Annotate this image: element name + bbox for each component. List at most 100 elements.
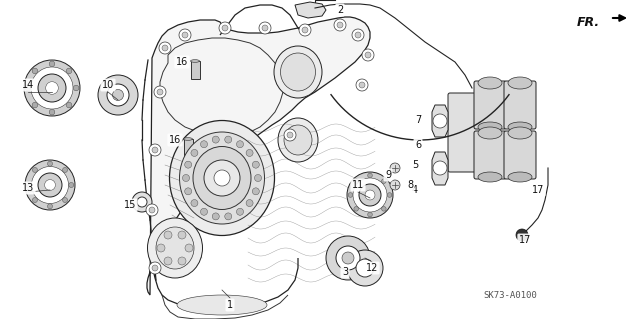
Circle shape — [149, 144, 161, 156]
Circle shape — [113, 90, 124, 100]
Circle shape — [355, 32, 361, 38]
Circle shape — [348, 193, 353, 197]
Bar — [191, 61, 200, 79]
Circle shape — [38, 173, 62, 197]
Circle shape — [347, 250, 383, 286]
Circle shape — [132, 192, 152, 212]
Circle shape — [200, 208, 207, 215]
Circle shape — [47, 204, 52, 209]
Text: 17: 17 — [519, 235, 531, 245]
FancyBboxPatch shape — [504, 131, 536, 179]
Circle shape — [146, 204, 158, 216]
Text: 5: 5 — [412, 160, 418, 170]
Text: 12: 12 — [366, 263, 378, 273]
Circle shape — [149, 207, 155, 213]
Circle shape — [225, 213, 232, 220]
FancyBboxPatch shape — [474, 131, 506, 179]
Text: 16: 16 — [169, 135, 181, 145]
Ellipse shape — [478, 127, 502, 139]
Circle shape — [26, 182, 31, 188]
Ellipse shape — [170, 121, 275, 235]
Circle shape — [433, 114, 447, 128]
Circle shape — [32, 68, 38, 74]
Circle shape — [68, 182, 74, 188]
Circle shape — [45, 180, 56, 190]
Circle shape — [516, 229, 528, 241]
Circle shape — [246, 149, 253, 156]
Circle shape — [24, 60, 80, 116]
Circle shape — [337, 22, 343, 28]
Circle shape — [191, 200, 198, 207]
Ellipse shape — [478, 122, 502, 132]
Circle shape — [63, 197, 68, 203]
Text: 13: 13 — [22, 183, 34, 193]
Circle shape — [159, 42, 171, 54]
Ellipse shape — [274, 46, 322, 98]
Ellipse shape — [147, 218, 202, 278]
Ellipse shape — [508, 172, 532, 182]
Circle shape — [237, 208, 243, 215]
Ellipse shape — [284, 125, 312, 155]
Circle shape — [252, 161, 259, 168]
Circle shape — [390, 163, 400, 173]
Circle shape — [200, 141, 207, 148]
Circle shape — [152, 147, 158, 153]
Ellipse shape — [280, 53, 316, 91]
Text: 16: 16 — [176, 57, 188, 67]
Circle shape — [390, 180, 400, 190]
Text: 17: 17 — [532, 185, 544, 195]
Circle shape — [362, 49, 374, 61]
Circle shape — [179, 29, 191, 41]
Circle shape — [49, 109, 55, 115]
Circle shape — [152, 265, 158, 271]
Circle shape — [368, 212, 372, 217]
Circle shape — [204, 160, 240, 196]
Circle shape — [342, 252, 354, 264]
Bar — [184, 139, 193, 157]
Circle shape — [178, 231, 186, 239]
Text: 1: 1 — [227, 300, 233, 310]
Circle shape — [219, 22, 231, 34]
Circle shape — [98, 75, 138, 115]
Circle shape — [326, 236, 370, 280]
Circle shape — [74, 85, 79, 91]
Ellipse shape — [508, 127, 532, 139]
FancyBboxPatch shape — [504, 81, 536, 129]
Circle shape — [381, 206, 386, 211]
Ellipse shape — [278, 118, 318, 162]
Circle shape — [185, 244, 193, 252]
Ellipse shape — [478, 172, 502, 182]
Ellipse shape — [508, 122, 532, 132]
Circle shape — [149, 262, 161, 274]
Text: 2: 2 — [337, 5, 343, 15]
Circle shape — [356, 79, 368, 91]
Circle shape — [185, 161, 191, 168]
Circle shape — [63, 167, 68, 173]
Circle shape — [284, 129, 296, 141]
Circle shape — [222, 25, 228, 31]
Circle shape — [336, 246, 360, 270]
Circle shape — [334, 19, 346, 31]
Ellipse shape — [193, 146, 251, 210]
Circle shape — [381, 179, 386, 183]
Circle shape — [182, 174, 189, 182]
Ellipse shape — [179, 132, 264, 224]
Circle shape — [255, 174, 262, 182]
Circle shape — [347, 172, 393, 218]
Text: 10: 10 — [102, 80, 114, 90]
Circle shape — [157, 89, 163, 95]
Circle shape — [162, 45, 168, 51]
Circle shape — [433, 161, 447, 175]
Circle shape — [33, 167, 38, 173]
Circle shape — [67, 102, 72, 108]
Circle shape — [359, 82, 365, 88]
Ellipse shape — [184, 138, 193, 140]
Circle shape — [47, 161, 52, 166]
Circle shape — [252, 188, 259, 195]
Text: 8: 8 — [407, 180, 413, 190]
Text: 15: 15 — [124, 200, 136, 210]
Circle shape — [353, 178, 387, 212]
Circle shape — [354, 206, 358, 211]
Circle shape — [25, 85, 31, 91]
Circle shape — [164, 231, 172, 239]
